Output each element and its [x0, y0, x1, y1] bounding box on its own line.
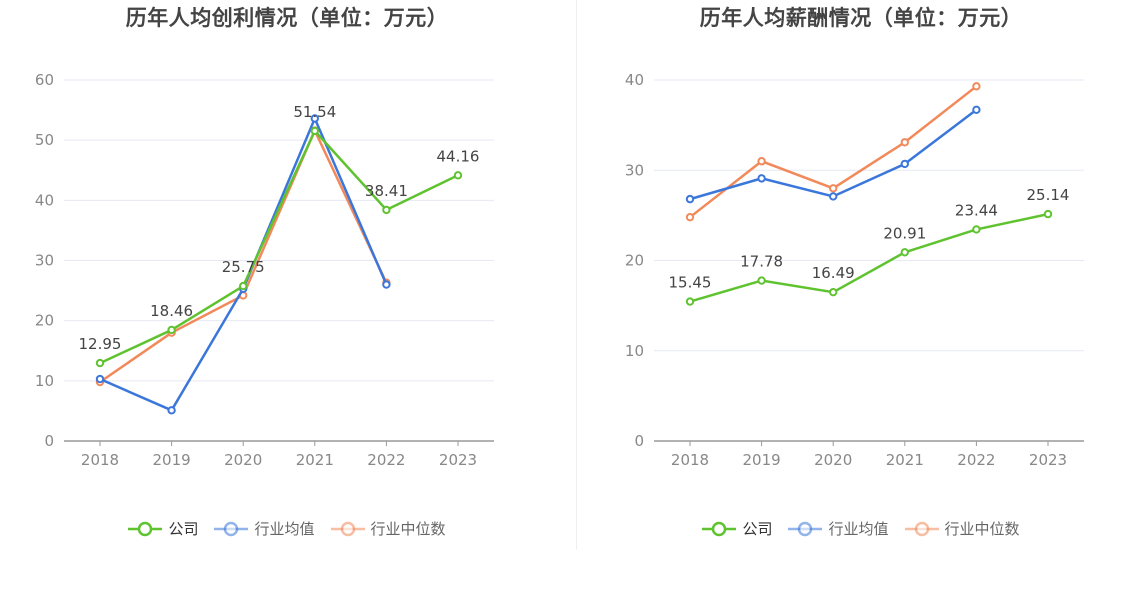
legend-label: 行业中位数 [944, 520, 1020, 538]
data-label: 25.14 [1027, 186, 1070, 204]
chart-legend: 公司 行业均值 行业中位数 [0, 518, 574, 539]
data-point-median[interactable] [685, 212, 695, 222]
data-point-company[interactable] [685, 297, 695, 306]
legend-symbol-icon [128, 521, 163, 536]
data-point-company[interactable] [972, 225, 981, 234]
legend-item-median[interactable]: 行业中位数 [330, 518, 446, 539]
data-point-company[interactable] [900, 248, 909, 257]
data-label: 25.75 [222, 258, 265, 276]
data-point-avg[interactable] [167, 406, 176, 415]
series-line-company [99, 129, 459, 365]
data-point-median[interactable] [829, 184, 838, 193]
x-tick-label: 2023 [439, 451, 477, 469]
series-line-company [689, 212, 1049, 303]
data-label: 23.44 [955, 201, 998, 219]
data-label: 17.78 [740, 253, 783, 271]
legend-symbol-icon [214, 521, 249, 536]
x-tick-label: 2018 [671, 451, 709, 469]
data-point-avg[interactable] [310, 114, 319, 123]
data-point-company[interactable] [1043, 209, 1053, 219]
data-point-avg[interactable] [900, 159, 909, 169]
data-point-company[interactable] [757, 276, 766, 285]
x-tick-label: 2019 [153, 451, 191, 469]
data-label: 38.41 [365, 182, 408, 200]
legend-symbol-icon [330, 521, 365, 536]
data-point-avg[interactable] [382, 280, 391, 289]
legend-item-avg[interactable]: 行业均值 [788, 518, 889, 539]
chart-plot: 0 10 20 30 40 2018 2019 2020 2021 2022 2023 15.45 17… [625, 71, 1084, 469]
profit-per-capita-chart: 历年人均创利情况（单位：万元） 0 10 20 30 40 50 60 2018 2019 202… [0, 6, 574, 539]
data-point-avg[interactable] [757, 174, 766, 183]
panel-divider [576, 0, 577, 550]
legend-item-company[interactable]: 公司 [702, 518, 772, 539]
data-label: 16.49 [812, 264, 855, 282]
x-tick-label: 2023 [1029, 451, 1067, 469]
x-tick-label: 2019 [743, 451, 781, 469]
x-tick-label: 2021 [296, 451, 334, 469]
x-tick-label: 2020 [224, 451, 262, 469]
legend-label: 行业均值 [254, 520, 315, 538]
data-point-avg[interactable] [685, 194, 695, 204]
legend-item-median[interactable]: 行业中位数 [904, 518, 1020, 539]
y-tick-label: 20 [625, 252, 644, 270]
chart-plot: 0 10 20 30 40 50 60 2018 2019 2020 2021 2022 2023 12.… [35, 71, 494, 469]
y-tick-label: 40 [35, 191, 54, 209]
data-point-company[interactable] [453, 171, 463, 180]
legend-item-company[interactable]: 公司 [128, 518, 198, 539]
y-tick-label: 50 [35, 131, 54, 149]
data-label: 18.46 [150, 302, 193, 320]
data-point-avg[interactable] [829, 192, 838, 201]
legend-symbol-icon [702, 521, 737, 536]
data-point-company[interactable] [95, 358, 105, 368]
y-tick-label: 10 [35, 372, 54, 390]
data-label: 15.45 [669, 274, 712, 292]
data-label: 44.16 [437, 147, 480, 165]
y-tick-label: 10 [625, 342, 644, 360]
chart-legend: 公司 行业均值 行业中位数 [574, 518, 1148, 539]
data-point-company[interactable] [239, 281, 248, 291]
x-tick-label: 2018 [81, 451, 119, 469]
y-tick-label: 20 [35, 312, 54, 330]
chart-title: 历年人均创利情况（单位：万元） [125, 6, 449, 30]
x-tick-label: 2022 [957, 451, 995, 469]
data-label: 12.95 [79, 335, 122, 353]
data-point-avg[interactable] [972, 105, 981, 114]
y-tick-label: 0 [634, 432, 644, 450]
x-tick-label: 2021 [886, 451, 924, 469]
legend-label: 公司 [168, 520, 199, 538]
data-point-median[interactable] [900, 138, 909, 147]
legend-label: 公司 [742, 520, 773, 538]
data-point-median[interactable] [757, 157, 766, 166]
data-label: 20.91 [883, 224, 926, 242]
legend-label: 行业中位数 [370, 520, 446, 538]
legend-label: 行业均值 [828, 520, 889, 538]
data-point-company[interactable] [382, 205, 391, 215]
legend-symbol-icon [788, 521, 823, 536]
data-point-company[interactable] [829, 287, 838, 297]
legend-item-avg[interactable]: 行业均值 [214, 518, 315, 539]
data-point-median[interactable] [972, 82, 981, 91]
data-point-company[interactable] [167, 325, 176, 335]
x-tick-label: 2020 [814, 451, 852, 469]
y-tick-label: 30 [35, 252, 54, 270]
data-point-company[interactable] [310, 126, 319, 136]
salary-per-capita-chart: 历年人均薪酬情况（单位：万元） 0 10 20 30 40 2018 2019 2020 202… [574, 0, 1148, 589]
x-tick-label: 2022 [367, 451, 405, 469]
y-tick-label: 30 [625, 161, 644, 179]
data-label: 51.54 [293, 103, 336, 121]
y-tick-label: 0 [44, 432, 54, 450]
y-tick-label: 60 [35, 71, 54, 89]
legend-symbol-icon [904, 521, 939, 536]
chart-title: 历年人均薪酬情况（单位：万元） [699, 6, 1023, 30]
y-tick-label: 40 [625, 71, 644, 89]
data-point-avg[interactable] [95, 374, 105, 384]
